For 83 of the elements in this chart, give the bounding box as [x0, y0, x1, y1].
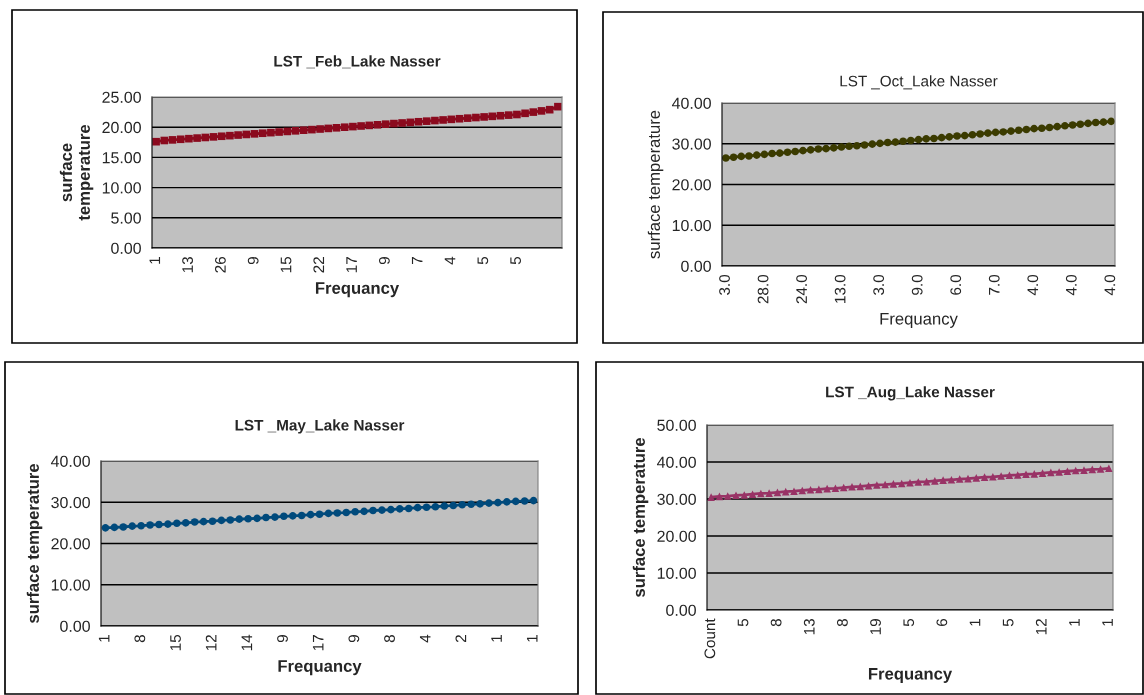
- y-tick-label: 30.00: [51, 496, 90, 509]
- y-tick-label: 10.00: [102, 182, 141, 194]
- x-tick-label: 3.0: [873, 274, 885, 295]
- y-tick-label: 0.00: [60, 620, 90, 632]
- x-tick-label: 4.0: [1104, 274, 1116, 296]
- x-tick-label: 5: [477, 256, 489, 265]
- y-tick-label: 10.00: [657, 567, 696, 579]
- y-tick-label: 20.00: [672, 179, 711, 191]
- x-tick-label: 15: [280, 256, 292, 273]
- chart-title: LST _May_Lake Nasser: [235, 419, 405, 434]
- x-tick-label: 12: [1035, 619, 1047, 635]
- x-tick-label: 5: [510, 256, 521, 265]
- chart-title: LST _Feb_Lake Nasser: [274, 55, 441, 69]
- x-tick-label: 7: [411, 257, 423, 265]
- x-tick-label: 1: [149, 257, 161, 264]
- x-tick-label: 13: [803, 619, 815, 635]
- y-axis-title: surface temperature: [26, 463, 43, 624]
- x-tick-label: 14: [241, 634, 253, 651]
- y-tick-label: 0.00: [666, 604, 696, 616]
- x-tick-label: 1: [526, 635, 538, 642]
- y-tick-label: 30.00: [672, 138, 711, 150]
- y-tick-label: 10.00: [51, 579, 90, 591]
- x-tick-label: 9: [348, 635, 360, 643]
- x-tick-label: 8: [837, 619, 848, 627]
- y-axis-title: surface temperature: [632, 437, 649, 598]
- y-tick-label: 0.00: [111, 242, 141, 254]
- x-tick-label: 8: [384, 635, 395, 643]
- x-tick-label: 24.0: [796, 274, 808, 304]
- y-tick-label: 40.00: [671, 97, 711, 109]
- x-tick-label: 5: [1002, 618, 1014, 627]
- y-tick-label: 20.00: [657, 530, 696, 542]
- x-tick-label: 19: [870, 619, 881, 635]
- x-tick-label: 17: [312, 635, 324, 651]
- x-tick-label: 28.0: [757, 274, 769, 304]
- x-tick-label: 12: [205, 635, 217, 651]
- y-tick-label: 20.00: [51, 538, 90, 550]
- y-tick-label: 40.00: [656, 456, 696, 468]
- x-tick-label: 1: [491, 635, 502, 642]
- x-tick-label: 4.0: [1027, 274, 1039, 296]
- y-tick-label: 25.00: [102, 91, 141, 103]
- x-tick-label: 2: [455, 635, 467, 643]
- y-tick-label: 30.00: [657, 493, 696, 505]
- x-tick-label: 9: [247, 257, 259, 265]
- x-tick-label: 22: [313, 257, 325, 273]
- y-tick-label: 5.00: [111, 212, 141, 224]
- x-tick-label: 1: [969, 619, 981, 626]
- x-tick-label: 4.0: [1065, 274, 1077, 296]
- y-tick-label: 20.00: [102, 121, 141, 134]
- x-axis-title: Frequancy: [880, 313, 958, 328]
- chart-title: LST _Aug_Lake Nasser: [826, 386, 995, 401]
- y-tick-label: 40.00: [50, 455, 90, 467]
- x-tick-label: 1: [98, 635, 110, 642]
- x-tick-label: 8: [134, 635, 146, 643]
- x-tick-label: 5: [903, 618, 915, 627]
- x-axis-title: Frequancy: [315, 282, 400, 298]
- x-tick-label: 4: [419, 634, 431, 643]
- x-tick-label: 1: [1069, 619, 1080, 626]
- x-tick-label: Count: [704, 618, 716, 659]
- x-tick-label: 6.0: [950, 274, 962, 295]
- x-tick-label: 9: [277, 635, 288, 643]
- y-tick-label: 10.00: [672, 219, 711, 232]
- x-axis-title: Frequancy: [278, 660, 362, 676]
- x-tick-label: 5: [737, 618, 749, 627]
- x-tick-label: 7.0: [988, 274, 1000, 295]
- x-tick-label: 9: [378, 257, 390, 265]
- chart-title: LST _Oct_Lake Nasser: [840, 75, 998, 90]
- x-tick-label: 1: [1102, 619, 1113, 626]
- x-tick-label: 8: [770, 619, 782, 627]
- x-tick-label: 15: [170, 634, 181, 651]
- x-axis-title: Frequancy: [868, 668, 953, 683]
- y-tick-label: 50.00: [657, 419, 696, 431]
- x-tick-label: 4: [444, 256, 456, 265]
- y-axis-title: surface temperature: [647, 110, 664, 259]
- x-tick-label: 6: [936, 619, 948, 627]
- y-axis-title: surface temperature: [59, 124, 94, 221]
- x-tick-label: 3.0: [719, 274, 730, 295]
- y-tick-label: 15.00: [102, 152, 141, 164]
- x-tick-label: 26: [214, 257, 226, 273]
- x-tick-label: 9.0: [911, 274, 923, 295]
- x-tick-label: 13: [182, 257, 193, 273]
- x-tick-label: 17: [346, 257, 357, 273]
- x-tick-label: 13.0: [834, 274, 846, 303]
- y-tick-label: 0.00: [681, 260, 711, 272]
